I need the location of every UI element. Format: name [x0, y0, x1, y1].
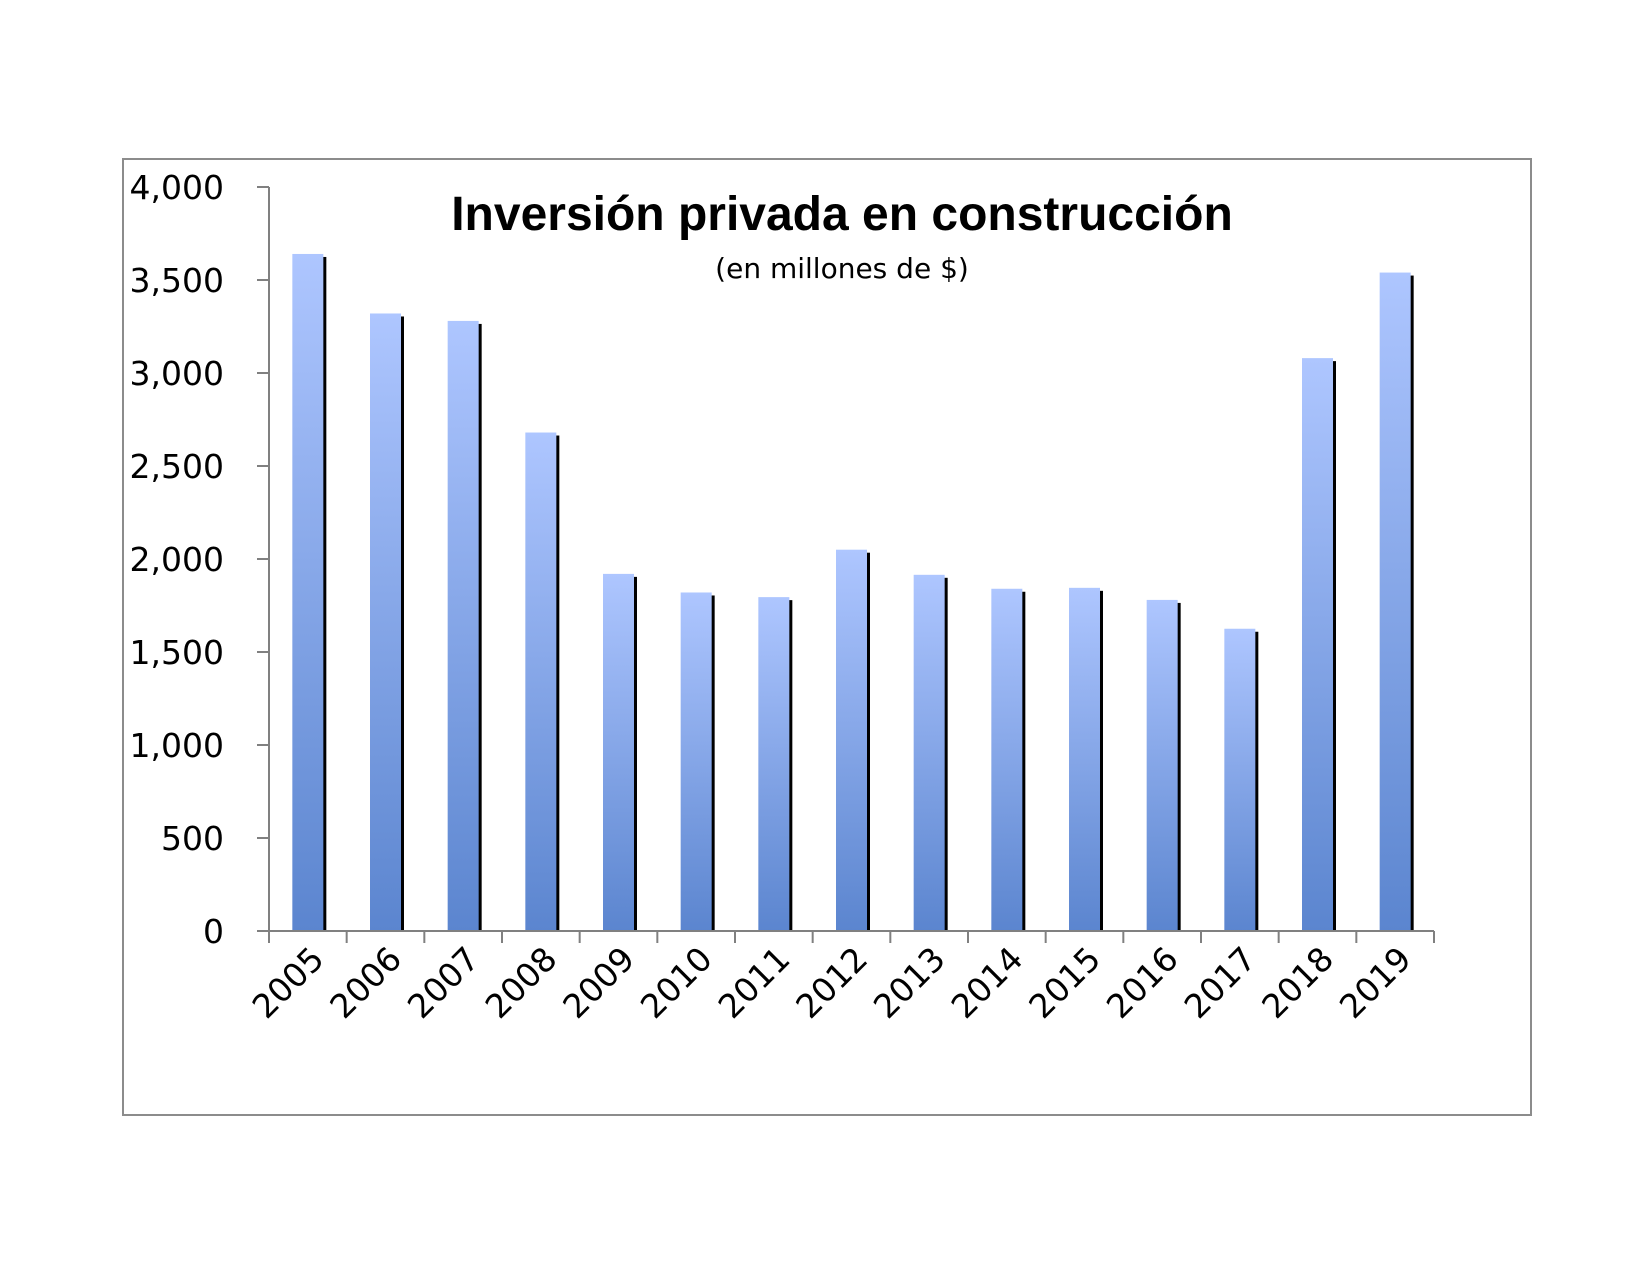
- bar-2016: [1146, 599, 1178, 931]
- y-tick-label: 3,500: [130, 261, 224, 300]
- bar-2006: [370, 313, 401, 931]
- x-tick-label: 2006: [322, 939, 409, 1026]
- y-tick-label: 3,000: [130, 354, 224, 393]
- chart-subtitle: (en millones de $): [715, 252, 969, 285]
- axes-layer: [257, 186, 1435, 943]
- y-tick-label: 1,500: [130, 633, 224, 672]
- y-tick-label: 1,000: [130, 726, 224, 765]
- x-tick-label: 2019: [1332, 939, 1419, 1026]
- x-tick-label: 2005: [245, 939, 332, 1026]
- bar-2009: [603, 573, 634, 931]
- bar-2008: [525, 432, 557, 931]
- x-tick-label: 2013: [866, 939, 953, 1026]
- bar-2010: [680, 592, 712, 931]
- chart-frame: 0 500 1,000 1,500 2,000 2,500 3,000 3,500 4,000 2…: [122, 158, 1532, 1116]
- x-tick-label: 2012: [788, 939, 875, 1026]
- x-tick-label: 2014: [944, 939, 1031, 1026]
- bar-2007: [447, 320, 479, 931]
- bar-2017: [1224, 628, 1256, 931]
- bar-2012: [836, 549, 867, 931]
- x-tick-label: 2009: [555, 939, 642, 1026]
- bar-2013: [913, 574, 945, 931]
- y-tick-label: 4,000: [130, 168, 224, 207]
- x-tick-label: 2016: [1099, 939, 1186, 1026]
- y-tick-label: 2,500: [130, 447, 224, 486]
- x-tick-label: 2011: [711, 939, 798, 1026]
- bars-layer: [292, 253, 1414, 932]
- bar-2011: [758, 597, 790, 931]
- bar-2005: [292, 253, 324, 932]
- y-tick-label: 500: [161, 819, 224, 858]
- chart-title: Inversión privada en construcción: [451, 188, 1233, 241]
- x-tick-label: 2017: [1177, 939, 1264, 1026]
- x-tick-label: 2015: [1021, 939, 1108, 1026]
- y-tick-label: 0: [203, 912, 224, 951]
- x-tick-label: 2008: [478, 939, 565, 1026]
- y-tick-label: 2,000: [130, 540, 224, 579]
- bar-2018: [1302, 358, 1333, 931]
- x-tick-label: 2010: [633, 939, 720, 1026]
- x-tick-label: 2007: [400, 939, 487, 1026]
- bar-2019: [1379, 272, 1411, 931]
- bar-2014: [991, 588, 1023, 931]
- bar-chart: 0 500 1,000 1,500 2,000 2,500 3,000 3,500 4,000 2…: [130, 168, 1435, 1026]
- bar-2015: [1069, 587, 1100, 931]
- x-tick-label: 2018: [1254, 939, 1341, 1026]
